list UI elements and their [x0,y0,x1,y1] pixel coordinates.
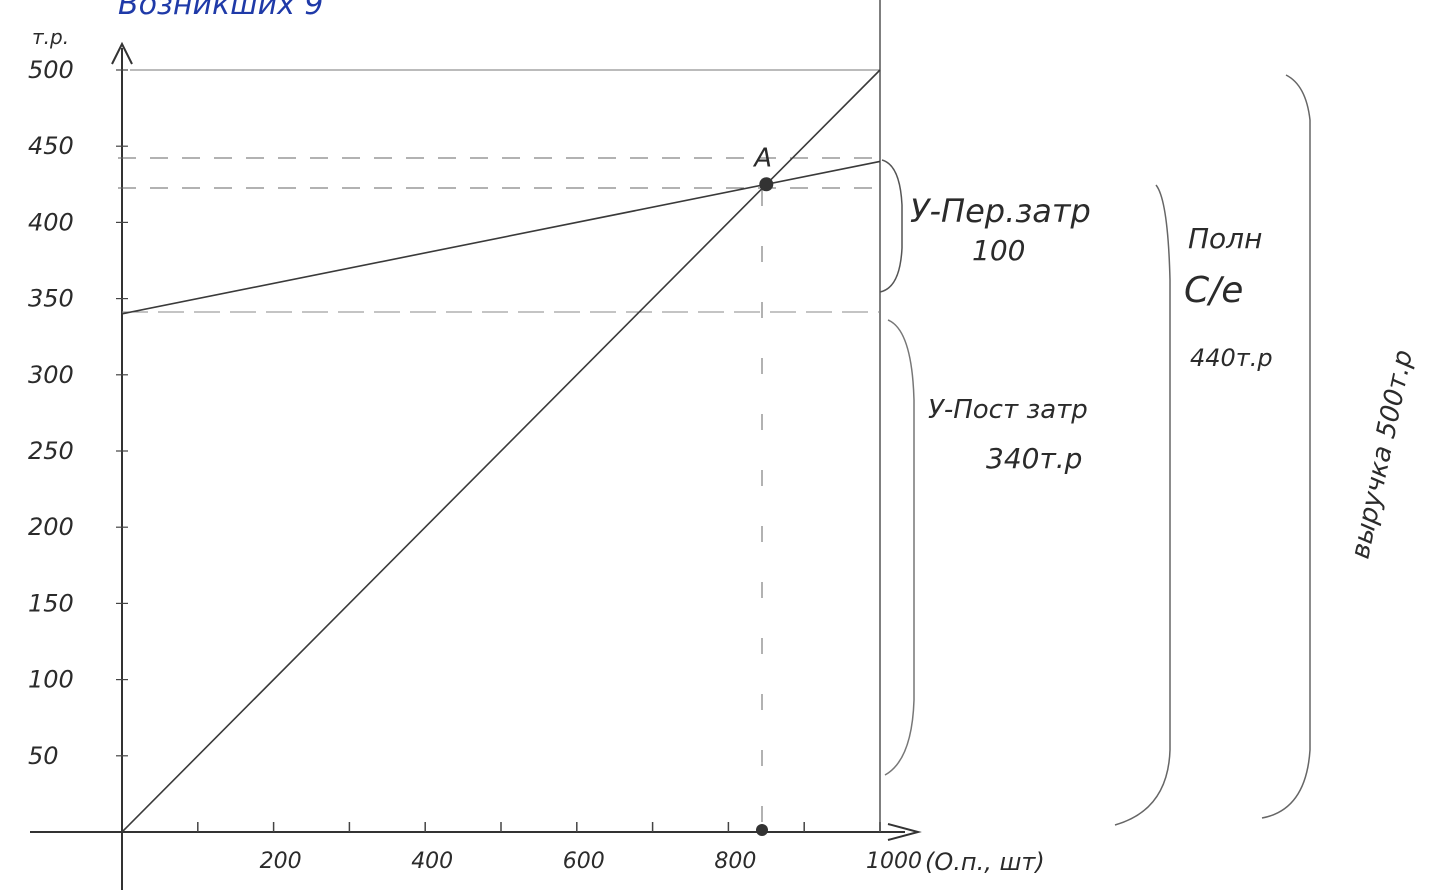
point-a-label: A [752,143,772,173]
full-cost-value: 440т.р [1190,344,1273,372]
y-tick-label: 100 [28,666,74,694]
y-tick-label: 450 [28,132,74,160]
y-tick-label: 50 [28,742,59,770]
brace-fixed [884,319,915,776]
full-cost-label: Полн [1188,222,1262,255]
y-tick-labels: 500 450 400 350 300 250 200 150 100 50 [28,56,128,770]
brace-full-cost [1114,184,1171,826]
fixed-cost-label: У-Пост затр [928,395,1088,425]
x-tick-label: 200 [260,849,302,874]
series-lines [121,69,881,833]
y-unit-label: т.р. [32,25,69,49]
variable-cost-label: У-Пер.затр [910,192,1091,230]
point-a-marker [759,177,774,192]
y-tick-label: 150 [28,589,74,617]
x-tick-marks [197,822,881,832]
revenue-line [121,69,881,833]
y-axis-arrow [111,41,133,65]
y-tick-label: 200 [28,513,74,541]
y-tick-label: 300 [28,361,74,389]
point-a: A [752,143,774,192]
x-tick-label: 600 [563,849,605,874]
brace-variable [879,159,903,293]
total-cost-line [121,160,881,315]
point-a-x-marker [756,824,768,836]
revenue-label: выручка 500т.р [1346,347,1420,561]
x-unit-label: (О.п., шт) [925,848,1045,876]
y-tick-label: 500 [28,56,74,84]
y-tick-label: 250 [28,437,74,465]
x-axis-arrow [887,823,922,841]
y-tick-label: 350 [28,285,74,313]
x-tick-label: 1000 [866,849,922,874]
x-tick-label: 800 [714,849,756,874]
header-text: Возникших 9 [118,0,323,22]
x-tick-label: 400 [411,849,453,874]
y-tick-label: 400 [28,208,74,236]
variable-cost-value: 100 [972,234,1025,267]
fixed-cost-value: 340т.р [986,442,1082,475]
full-cost-label-2: С/е [1184,270,1243,311]
brace-revenue [1261,74,1311,819]
x-tick-labels: 200 400 600 800 1000 [260,849,922,874]
